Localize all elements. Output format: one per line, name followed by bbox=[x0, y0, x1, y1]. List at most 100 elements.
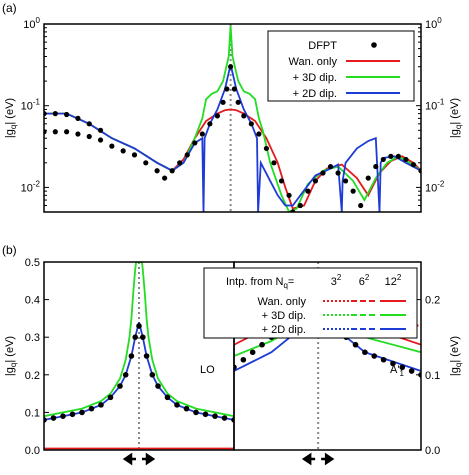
panel-a-plot-area bbox=[44, 24, 421, 212]
dfpt-point bbox=[184, 152, 190, 158]
dfpt-point bbox=[69, 411, 76, 418]
arrow-right-icon bbox=[321, 452, 335, 466]
panel-b: (b) 0.0 0.1 0.2 0.3 0.4 0.5 0.0 0.1 0.2 |gq| (eV… bbox=[2, 243, 463, 466]
dfpt-point bbox=[305, 188, 311, 194]
dfpt-point bbox=[174, 402, 180, 408]
y-tick-label: 0.2 bbox=[25, 370, 40, 382]
y-tick-label-right: 10-2 bbox=[425, 179, 445, 194]
y-tick-label-right: 0.2 bbox=[425, 295, 440, 307]
dfpt-point bbox=[403, 156, 409, 163]
dfpt-point bbox=[109, 143, 115, 149]
panel-b-legend: Intp. from Nq= 32 62 122 Wan. only + 3D dip. +… bbox=[203, 267, 418, 339]
dfpt-point bbox=[224, 86, 230, 92]
panel-a: (a) 100 100 10-1 10-1 10-2 10-2 |gq| (eV) |gq… bbox=[2, 1, 463, 213]
dfpt-point bbox=[75, 131, 81, 137]
panel-a-ylabel-left: |gq| (eV) bbox=[4, 98, 18, 138]
dfpt-point bbox=[212, 413, 218, 419]
y-tick-label: 0.5 bbox=[25, 257, 40, 269]
y-tick-label-right: 10-1 bbox=[425, 98, 445, 113]
series-line-wan-only bbox=[44, 108, 421, 210]
dfpt-point bbox=[271, 160, 277, 166]
dfpt-point bbox=[97, 137, 104, 143]
dfpt-point bbox=[248, 121, 254, 127]
dfpt-point bbox=[410, 162, 417, 168]
dfpt-point bbox=[388, 153, 394, 159]
dfpt-point bbox=[358, 202, 364, 209]
dfpt-point bbox=[297, 202, 303, 209]
dfpt-point bbox=[64, 129, 70, 135]
dfpt-point bbox=[169, 168, 175, 174]
legend-column-header: 32 bbox=[331, 273, 342, 288]
dfpt-point bbox=[75, 115, 81, 121]
dfpt-point bbox=[350, 188, 356, 194]
dfpt-point bbox=[214, 113, 221, 119]
panel-b-right-frame bbox=[233, 261, 422, 451]
panel-b-ylabel-right: |gq| (eV) bbox=[449, 336, 463, 376]
legend-header: Intp. from Nq= bbox=[226, 276, 294, 290]
dfpt-point bbox=[390, 360, 396, 367]
panel-b-y-ticks: 0.0 0.1 0.2 0.3 0.4 0.5 0.0 0.1 0.2 bbox=[25, 257, 441, 457]
y-tick-label: 0.3 bbox=[25, 332, 40, 344]
arrow-left-icon bbox=[122, 452, 136, 466]
dfpt-point bbox=[320, 170, 326, 176]
dfpt-point bbox=[207, 121, 213, 127]
dfpt-point bbox=[149, 372, 156, 378]
series-line bbox=[44, 262, 234, 418]
y-tick-label: 0.1 bbox=[25, 407, 40, 419]
dfpt-point bbox=[371, 353, 378, 359]
y-tick-label: 0.0 bbox=[25, 445, 40, 457]
y-tick-label: 10-2 bbox=[21, 179, 41, 194]
dfpt-point bbox=[228, 64, 234, 70]
dfpt-point bbox=[235, 99, 241, 105]
panel-a-y-ticks: 100 100 10-1 10-1 10-2 10-2 bbox=[21, 16, 445, 213]
dfpt-point bbox=[183, 405, 190, 412]
legend-row-label: Wan. only bbox=[257, 296, 306, 308]
dfpt-point bbox=[352, 341, 359, 348]
y-tick-label-right: 0.1 bbox=[425, 370, 440, 382]
dfpt-point bbox=[52, 111, 58, 117]
dfpt-point bbox=[362, 349, 368, 356]
dfpt-point bbox=[231, 86, 237, 92]
dfpt-point bbox=[399, 364, 406, 371]
dfpt-point bbox=[162, 175, 168, 181]
dfpt-point bbox=[132, 334, 138, 341]
dfpt-point bbox=[97, 127, 104, 133]
panel-b-left-plot-area bbox=[44, 262, 234, 450]
legend-label: + 2D dip. bbox=[293, 88, 337, 100]
dfpt-point bbox=[335, 170, 341, 176]
y-tick-label: 0.4 bbox=[25, 295, 40, 307]
dfpt-point bbox=[380, 356, 387, 363]
dfpt-point bbox=[136, 323, 142, 329]
dfpt-point bbox=[249, 349, 256, 356]
dfpt-point bbox=[143, 353, 150, 359]
dfpt-point bbox=[395, 153, 401, 159]
dfpt-point bbox=[143, 160, 149, 166]
dfpt-point bbox=[259, 341, 265, 348]
dfpt-point bbox=[380, 156, 386, 163]
legend-label: Wan. only bbox=[288, 56, 337, 68]
dfpt-point bbox=[50, 415, 57, 421]
dfpt-point bbox=[128, 353, 135, 359]
y-tick-label: 10-1 bbox=[21, 98, 41, 113]
dfpt-point bbox=[263, 145, 270, 152]
dfpt-point bbox=[365, 175, 371, 181]
dfpt-point bbox=[155, 383, 161, 389]
direction-arrows bbox=[122, 452, 335, 466]
dfpt-point bbox=[177, 160, 183, 166]
dfpt-point bbox=[88, 405, 95, 412]
dfpt-point bbox=[86, 133, 92, 140]
dfpt-point bbox=[107, 394, 114, 401]
legend-marker bbox=[371, 42, 377, 48]
legend-label: + 3D dip. bbox=[293, 72, 337, 84]
dfpt-point bbox=[98, 402, 104, 408]
arrow-left-icon bbox=[301, 452, 316, 466]
y-tick-label-right: 100 bbox=[425, 16, 442, 31]
dfpt-point bbox=[140, 334, 146, 341]
panel-b-left-annotation: LO bbox=[200, 364, 215, 376]
panel-a-ylabel-right: |gq| (eV) bbox=[449, 98, 463, 138]
dfpt-point bbox=[286, 192, 292, 198]
y-tick-label-right: 0.0 bbox=[425, 445, 440, 457]
legend-label: DFPT bbox=[308, 40, 337, 52]
dfpt-point bbox=[221, 415, 228, 421]
